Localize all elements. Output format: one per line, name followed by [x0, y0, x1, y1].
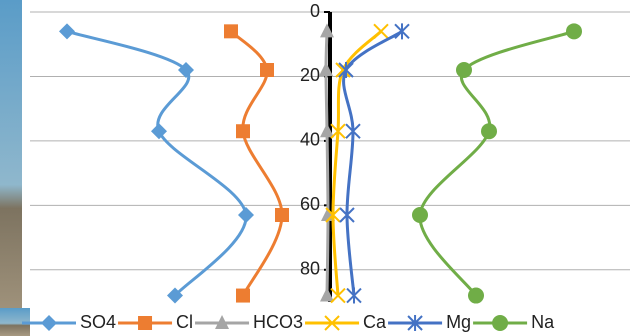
legend-item: Mg	[388, 312, 471, 332]
legend-label: Cl	[176, 312, 193, 332]
marker	[319, 62, 333, 76]
marker	[338, 62, 354, 78]
legend-label: SO4	[80, 312, 116, 332]
series-line	[66, 29, 248, 297]
marker	[320, 123, 334, 138]
y-tick-label: 0	[310, 1, 320, 21]
marker	[320, 287, 334, 302]
y-tick-label: 20	[300, 65, 320, 85]
marker	[167, 287, 183, 304]
marker	[407, 315, 423, 331]
marker	[373, 23, 389, 40]
y-tick-label: 60	[300, 194, 320, 214]
series-line	[418, 29, 575, 297]
marker	[394, 23, 410, 40]
marker	[224, 24, 238, 39]
marker	[330, 287, 346, 304]
background-photo	[0, 0, 22, 336]
series-line	[342, 30, 403, 296]
marker	[275, 208, 289, 222]
marker	[59, 23, 75, 40]
legend-item: Na	[473, 312, 555, 332]
legend-item: HCO3	[195, 312, 303, 332]
series-line	[229, 30, 284, 297]
legend-item: SO4	[22, 312, 116, 332]
marker	[320, 23, 334, 38]
marker	[492, 315, 509, 331]
marker	[468, 287, 484, 304]
marker	[345, 123, 361, 140]
marker	[339, 207, 355, 223]
marker	[138, 316, 153, 330]
marker	[260, 63, 274, 77]
marker	[481, 123, 497, 140]
marker	[346, 287, 362, 304]
marker	[236, 288, 250, 303]
marker	[325, 207, 341, 223]
marker	[178, 62, 194, 78]
marker	[215, 315, 230, 329]
legend-label: Ca	[363, 312, 387, 332]
y-tick-label: 40	[300, 130, 320, 150]
marker	[236, 124, 250, 139]
marker	[151, 123, 167, 140]
legend-label: Mg	[446, 312, 471, 332]
legend-item: Cl	[118, 312, 193, 332]
legend-item: Ca	[305, 312, 387, 332]
marker	[330, 123, 346, 139]
marker	[456, 62, 472, 78]
marker	[566, 23, 582, 40]
marker	[238, 207, 254, 223]
marker	[41, 315, 57, 331]
legend-label: HCO3	[253, 312, 303, 332]
series-line	[331, 30, 383, 296]
marker	[412, 207, 428, 223]
legend-label: Na	[531, 312, 555, 332]
marker	[324, 315, 340, 331]
y-tick-label: 80	[300, 259, 320, 279]
